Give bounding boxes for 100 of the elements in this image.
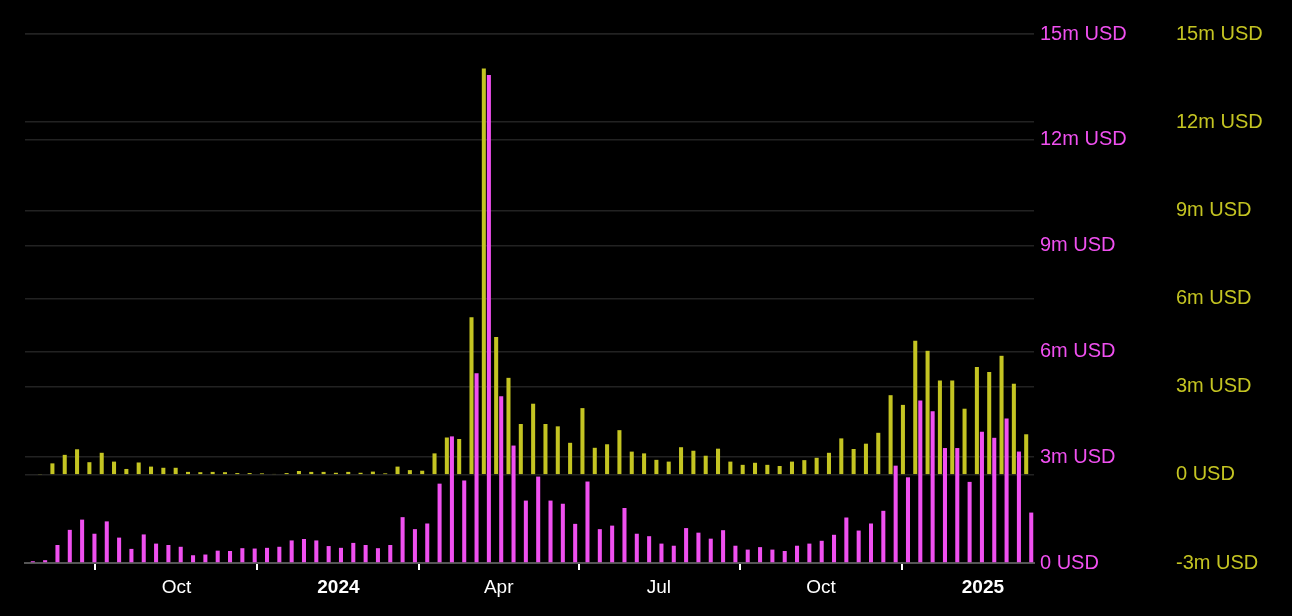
bar xyxy=(992,437,997,563)
x-tick-label: 2025 xyxy=(961,575,1005,597)
bar xyxy=(654,459,659,475)
bar xyxy=(191,555,196,563)
bar xyxy=(610,525,615,563)
bar xyxy=(80,519,85,563)
bar xyxy=(240,548,245,563)
bar xyxy=(868,523,874,563)
bar xyxy=(55,545,60,563)
bar xyxy=(802,460,807,475)
bar xyxy=(1004,418,1009,563)
bar xyxy=(112,461,117,475)
y2-tick-label: 15m USD xyxy=(1176,21,1263,44)
x-tick-label: Oct xyxy=(161,575,192,597)
bar xyxy=(605,444,610,475)
bar xyxy=(67,529,72,563)
bar xyxy=(782,551,787,563)
bar xyxy=(104,521,109,563)
y-tick-label: 0 USD xyxy=(1040,550,1099,573)
x-tick-label: 2024 xyxy=(317,575,360,597)
bar xyxy=(671,545,676,563)
bar xyxy=(457,438,462,475)
bar xyxy=(622,507,627,563)
y2-tick-label: -3m USD xyxy=(1176,550,1259,573)
bar xyxy=(296,471,301,475)
bar xyxy=(560,503,565,563)
bar xyxy=(62,454,67,475)
bar xyxy=(462,480,467,563)
bar xyxy=(43,560,48,563)
bar xyxy=(124,468,129,475)
bar xyxy=(955,448,960,563)
bar xyxy=(178,546,183,563)
bar xyxy=(728,461,733,475)
bar xyxy=(777,466,782,475)
bar xyxy=(814,457,819,475)
bar xyxy=(592,447,597,475)
bar xyxy=(400,517,405,563)
bar xyxy=(905,477,910,563)
bar xyxy=(856,530,861,563)
bar xyxy=(326,546,331,563)
bar xyxy=(141,534,146,563)
bar xyxy=(1016,451,1021,563)
bar xyxy=(999,355,1004,475)
bar xyxy=(881,510,886,563)
bar xyxy=(555,426,560,475)
y-tick-label: 9m USD xyxy=(1040,233,1116,256)
bar xyxy=(437,483,442,563)
bar xyxy=(863,443,868,475)
y2-tick-label: 12m USD xyxy=(1176,109,1263,132)
bar xyxy=(548,500,553,563)
bar xyxy=(647,536,652,563)
bar xyxy=(444,437,449,475)
bar xyxy=(580,408,585,475)
bar xyxy=(92,533,97,563)
bar xyxy=(745,549,750,563)
bar xyxy=(979,431,984,563)
bar xyxy=(765,464,770,475)
bar xyxy=(832,534,837,563)
bar xyxy=(99,452,104,475)
x-tick-label: Apr xyxy=(483,575,515,597)
y2-tick-label: 3m USD xyxy=(1176,374,1252,397)
bar xyxy=(597,529,602,563)
bar xyxy=(733,545,738,563)
bar xyxy=(795,545,800,563)
y-tick-label: 3m USD xyxy=(1040,444,1116,467)
y-tick-label: 12m USD xyxy=(1040,127,1127,150)
bar xyxy=(918,400,923,563)
bar xyxy=(87,462,92,475)
bar xyxy=(1024,434,1029,475)
bar xyxy=(173,467,178,475)
x-tick-label: Oct xyxy=(806,575,837,597)
bar xyxy=(215,550,220,563)
bar xyxy=(893,465,898,563)
bar xyxy=(301,539,307,563)
bar xyxy=(375,548,380,563)
bar xyxy=(844,517,849,563)
bar xyxy=(149,466,154,475)
bar xyxy=(679,447,684,475)
bar xyxy=(962,408,967,475)
bar xyxy=(851,448,856,475)
bar xyxy=(642,453,647,475)
bar xyxy=(721,530,726,563)
bar xyxy=(666,461,671,475)
bar xyxy=(839,438,844,475)
bar xyxy=(499,396,504,563)
y2-tick-label: 9m USD xyxy=(1176,197,1252,220)
bar xyxy=(696,532,701,563)
bar xyxy=(807,543,812,563)
bar xyxy=(1029,512,1034,563)
bar xyxy=(942,448,947,563)
bar xyxy=(950,380,955,475)
bar xyxy=(617,430,622,475)
bar xyxy=(203,554,208,563)
bar xyxy=(75,449,80,475)
bar xyxy=(543,423,548,475)
bar xyxy=(228,551,233,563)
bar xyxy=(819,540,824,563)
bar xyxy=(161,467,166,475)
bar xyxy=(536,476,541,563)
bar xyxy=(758,547,763,563)
